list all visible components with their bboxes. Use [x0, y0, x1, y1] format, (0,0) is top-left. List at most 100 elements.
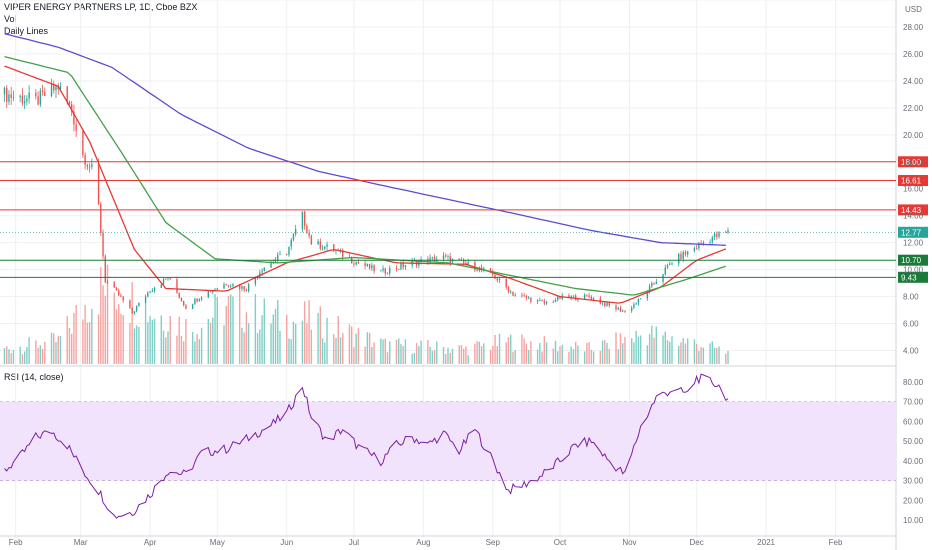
volume-bar — [324, 342, 326, 364]
volume-bar — [604, 340, 606, 364]
volume-bar — [510, 334, 512, 364]
volume-bar — [319, 306, 322, 364]
volume-bar — [568, 351, 570, 364]
volume-bar — [129, 323, 131, 364]
candle-body — [167, 278, 169, 280]
candle-body — [507, 287, 510, 293]
candle-body — [467, 262, 469, 265]
volume-bar — [102, 285, 104, 364]
candle-body — [149, 291, 151, 293]
candle-body — [512, 291, 514, 296]
volume-bar — [288, 338, 290, 364]
candle-body — [709, 242, 711, 243]
volume-bar — [207, 319, 210, 364]
candle-body — [353, 263, 355, 265]
volume-bar — [395, 339, 398, 364]
volume-bar — [680, 342, 682, 364]
volume-bar — [160, 315, 162, 364]
volume-bar — [115, 309, 118, 364]
rsi-band — [0, 401, 896, 481]
volume-bar — [615, 332, 617, 364]
candle-body — [286, 254, 288, 255]
level-tag — [898, 156, 928, 168]
rsi-tick-label: 30.00 — [903, 477, 924, 486]
candle-body — [648, 286, 651, 293]
volume-bar — [6, 346, 8, 364]
volume-bar — [223, 325, 225, 364]
volume-bar — [70, 333, 73, 364]
volume-bar — [230, 294, 232, 364]
candle-body — [227, 285, 230, 287]
candle-body — [669, 263, 671, 265]
candle-body — [144, 296, 147, 303]
candle-body — [449, 256, 451, 263]
volume-bar — [648, 334, 651, 364]
price-tick-label: 18.00 — [903, 158, 924, 167]
volume-bar — [270, 323, 272, 364]
volume-bar — [243, 332, 245, 364]
volume-bar — [191, 331, 194, 364]
volume-bar — [559, 346, 561, 364]
volume-bar — [165, 337, 167, 364]
volume-bar — [100, 267, 102, 364]
candle-body — [135, 306, 138, 312]
candle-body — [382, 268, 384, 271]
volume-bar — [59, 336, 62, 364]
volume-bar — [586, 342, 588, 364]
volume-bar — [176, 335, 178, 364]
volume-bar — [686, 338, 689, 364]
candle-body — [165, 278, 167, 280]
volume-bar — [73, 312, 75, 364]
volume-bar — [241, 327, 243, 364]
volume-bar — [561, 344, 563, 364]
volume-bar — [144, 303, 147, 364]
candle-body — [398, 268, 400, 270]
candle-body — [527, 297, 530, 299]
candle-body — [241, 286, 243, 289]
candle-body — [326, 244, 328, 247]
volume-bar — [28, 337, 30, 364]
candle-body — [494, 274, 496, 279]
candle-body — [209, 291, 212, 293]
volume-bar — [400, 344, 402, 364]
volume-bar — [216, 297, 218, 364]
volume-bar — [321, 338, 324, 364]
volume-bar — [303, 301, 306, 364]
volume-bar — [261, 315, 263, 364]
candle-body — [655, 281, 658, 284]
currency-label: USD — [905, 5, 922, 14]
volume-bar — [382, 339, 384, 364]
candle-body — [568, 295, 570, 298]
candle-body — [120, 295, 122, 297]
volume-bar — [23, 351, 26, 364]
candle-body — [223, 284, 225, 289]
level-tag — [898, 175, 928, 187]
candle-body — [554, 300, 557, 302]
volume-bar — [196, 334, 198, 364]
candle-body — [639, 298, 642, 300]
candle-body — [28, 92, 30, 99]
candle-body — [427, 259, 429, 263]
candle-body — [592, 298, 595, 300]
volume-bar — [66, 315, 68, 364]
volume-bar — [651, 325, 653, 364]
time-tick-label: Oct — [554, 538, 567, 547]
volume-bar — [348, 324, 351, 364]
candle-body — [180, 297, 183, 301]
volume-bar — [147, 322, 149, 364]
volume-bar — [308, 300, 310, 364]
volume-bar — [12, 350, 15, 364]
candle-body — [333, 244, 335, 251]
volume-bar — [214, 294, 216, 364]
time-tick-label: Feb — [9, 538, 23, 547]
volume-bar — [301, 320, 304, 364]
level-tag — [898, 254, 928, 266]
volume-bar — [277, 300, 279, 364]
volume-bar — [342, 332, 344, 364]
symbol-title: VIPER ENERGY PARTNERS LP, 1D, Cboe BZX — [4, 2, 198, 12]
candle-body — [321, 248, 324, 250]
volume-bar — [209, 322, 212, 364]
candle-body — [263, 267, 266, 272]
rsi-label: RSI (14, close) — [4, 372, 64, 382]
